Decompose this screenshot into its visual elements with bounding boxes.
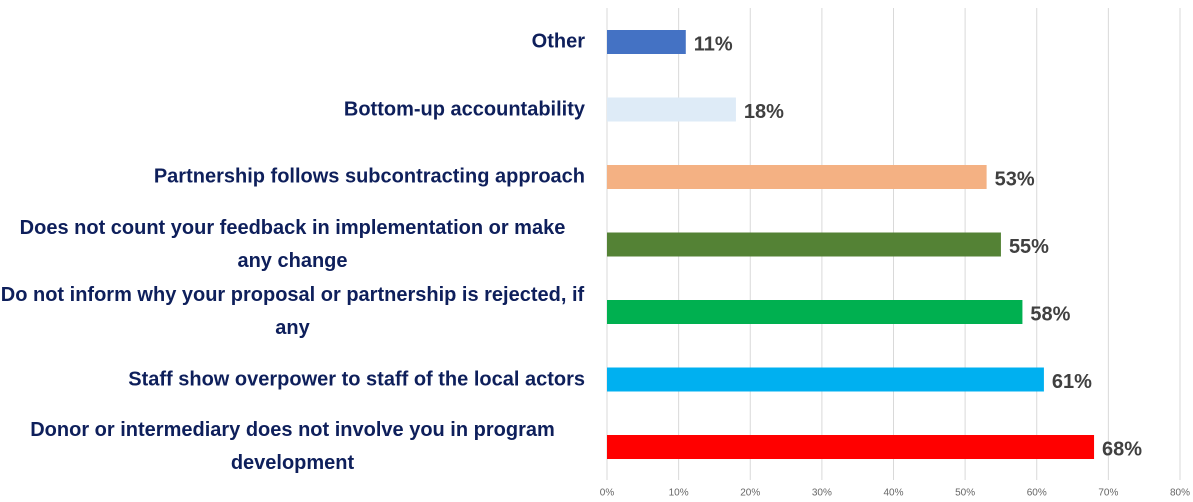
category-label: Partnership follows subcontracting appro… — [153, 165, 585, 188]
category-label: Does not count your feedback in implemen… — [19, 216, 566, 272]
category-label-box: Staff show overpower to staff of the loc… — [0, 363, 585, 396]
value-label: 11% — [694, 33, 733, 55]
category-label-box: Does not count your feedback in implemen… — [0, 212, 585, 278]
x-tick-label: 30% — [812, 488, 832, 499]
x-tick-label: 70% — [1098, 488, 1118, 499]
x-tick-label: 10% — [669, 488, 689, 499]
category-label-box: Donor or intermediary does not involve y… — [0, 414, 585, 480]
bar — [607, 435, 1095, 459]
bar — [607, 30, 686, 54]
category-label: Staff show overpower to staff of the loc… — [128, 368, 585, 390]
value-label: 58% — [1030, 303, 1070, 325]
x-tick-label: 50% — [955, 488, 975, 499]
value-label: 53% — [995, 168, 1035, 190]
category-label: Bottom-up accountability — [343, 98, 585, 120]
bar — [607, 97, 736, 122]
category-label-box: Partnership follows subcontracting appro… — [0, 161, 585, 194]
x-tick-label: 60% — [1027, 488, 1047, 499]
bar — [607, 165, 987, 189]
category-label-box: Other — [0, 26, 585, 59]
category-label: Other — [531, 30, 585, 53]
x-tick-label: 0% — [600, 488, 615, 499]
bar — [607, 300, 1023, 324]
x-tick-label: 80% — [1170, 488, 1190, 499]
value-label: 55% — [1009, 236, 1049, 258]
category-label: Do not inform why your proposal or partn… — [0, 284, 585, 339]
bar — [607, 367, 1044, 392]
x-tick-label: 20% — [740, 488, 760, 499]
bar — [607, 232, 1001, 257]
value-label: 68% — [1102, 438, 1142, 460]
x-tick-label: 40% — [883, 488, 903, 499]
category-label-box: Bottom-up accountability — [0, 93, 585, 126]
category-label: Donor or intermediary does not involve y… — [30, 419, 555, 474]
value-label: 61% — [1052, 371, 1092, 393]
value-label: 18% — [744, 101, 784, 123]
category-label-box: Do not inform why your proposal or partn… — [0, 279, 585, 345]
